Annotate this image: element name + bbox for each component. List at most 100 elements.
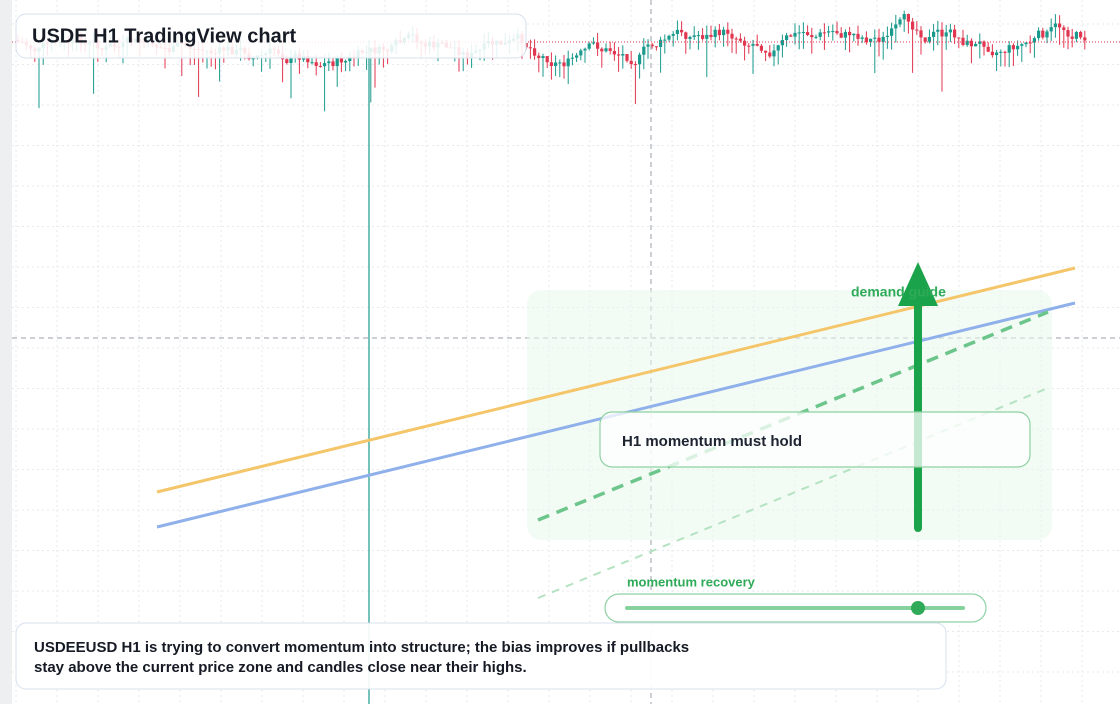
candle-body [575,55,579,58]
candle-body [890,28,894,36]
candle-body [743,40,747,46]
candle-body [701,35,705,39]
candle-body [348,56,352,62]
candle-body [289,56,293,63]
projection-dashed [537,310,1049,522]
candle-body [642,46,646,55]
candle-body [902,14,906,20]
candle-body [1007,45,1011,53]
candle-body [339,58,343,63]
title: USDE H1 TradingView chart [32,25,296,47]
candle-body [860,37,864,39]
candle-body [1045,31,1049,38]
candle-body [621,54,625,56]
candle-body [684,32,688,39]
candle-body [562,62,566,67]
candle-body [940,29,944,37]
candle-body [663,39,667,41]
summary-box [15,622,947,690]
candle-body [944,32,948,37]
callout-box [599,411,1031,468]
projection-light [537,387,1049,599]
candle-body [1062,27,1066,31]
candle-body [537,55,541,59]
arrow-head [898,262,938,306]
candle-body [961,37,965,45]
candle-body [713,29,717,38]
candle-body [915,29,919,31]
candle-body [751,43,755,46]
candle-body [558,62,562,64]
candle-body [327,61,331,64]
candle-body [646,44,650,47]
candle-body [251,58,255,60]
candle-body [789,35,793,37]
candle-body [692,35,696,37]
candle-body [600,48,604,52]
zone-label: demand guide [851,284,946,300]
candle-body [990,51,994,56]
candle-body [730,33,734,39]
candle-body [776,45,780,51]
candle-body [722,29,726,36]
slider-knob[interactable] [911,601,925,615]
candle-body [583,48,587,51]
candle-body [759,45,763,51]
candle-body [957,37,961,39]
candle-body [717,29,721,36]
candle-body [848,31,852,36]
candle-body [1074,32,1078,39]
candle-body [323,63,327,67]
candle-body [927,36,931,42]
callout-text: H1 momentum must hold [622,433,802,450]
candle-body [965,40,969,45]
candle-body [734,38,738,40]
left-rail [0,0,12,704]
candle-body [999,51,1003,53]
candle-body [932,31,936,37]
candle-body [625,54,629,61]
candle-body [680,29,684,33]
candle-body [629,60,633,65]
candle-body [306,55,310,63]
slider-label: momentum recovery [627,574,756,589]
candle-body [827,31,831,33]
candle-body [1003,51,1007,53]
candle-body [801,32,805,34]
candle-body [554,62,558,66]
candle-body [591,42,595,44]
candle-body [650,44,654,47]
candle-body [1049,27,1053,32]
candle-body [1032,38,1036,43]
candle-body [654,46,658,48]
candle-body [843,31,847,38]
candle-body [335,58,339,67]
candle-body [549,62,553,66]
candle-body [978,41,982,44]
candle-body [1058,23,1062,28]
candle-body [881,36,885,42]
candle-body [948,29,952,33]
candle-body [995,52,999,56]
candle-body [566,58,570,67]
candle-body [969,40,973,47]
candle-body [533,48,537,56]
candle-body [785,35,789,41]
candle-body [822,32,826,34]
candle-body [982,41,986,47]
candle-body [344,61,348,63]
candle-body [906,14,910,22]
candle-body [570,57,574,59]
candle-body [709,34,713,38]
candle-body [604,48,608,52]
candle-body [541,56,545,59]
candle-body [688,36,692,39]
candle-body [1020,44,1024,46]
candle-body [747,45,751,47]
candle-body [612,50,616,55]
candle-body [831,31,835,33]
candle-body [1037,30,1041,39]
candle-body [638,54,642,65]
candle-body [764,50,768,53]
